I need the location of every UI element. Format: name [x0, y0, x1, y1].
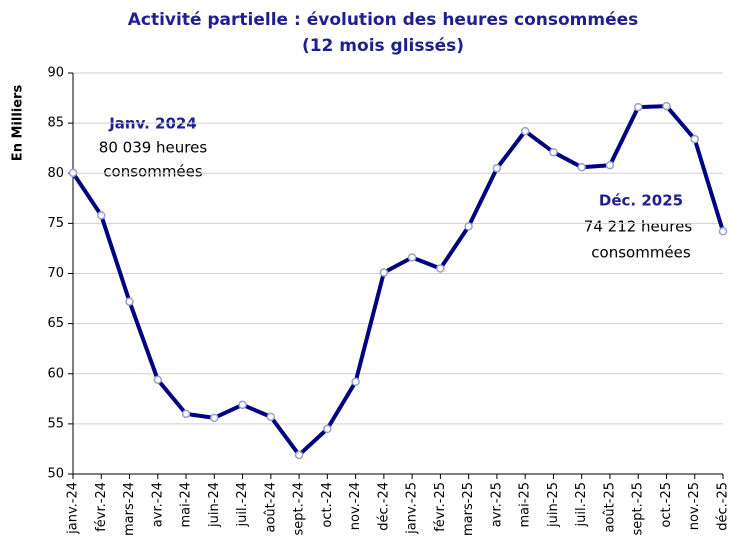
x-tick-label: févr.-24: [94, 482, 109, 532]
annotation: Déc. 2025: [599, 192, 683, 210]
chart-title: Activité partielle : évolution des heure…: [128, 10, 639, 30]
x-tick-label: avr.-25: [489, 482, 504, 527]
chart-title: (12 mois glissés): [302, 36, 464, 56]
y-tick-label: 90: [47, 66, 64, 81]
x-tick-label: janv.-24: [66, 482, 81, 535]
x-tick-label: avr.-24: [150, 482, 165, 527]
x-tick-label: sept.-24: [292, 482, 307, 536]
x-tick-label: nov.-25: [687, 482, 702, 530]
x-tick-label: mars-25: [461, 482, 476, 536]
x-tick-label: mai-24: [179, 482, 194, 527]
x-tick-label: août-24: [263, 482, 278, 533]
data-point: [605, 160, 615, 170]
data-point: [492, 163, 502, 173]
y-axis-label: En Milliers: [11, 85, 26, 162]
x-tick-label: mai-25: [518, 482, 533, 527]
y-tick-label: 60: [47, 366, 64, 381]
data-point: [464, 222, 473, 231]
x-tick-label: juil.-25: [574, 482, 589, 527]
data-point: [97, 211, 106, 220]
annotation: consommées: [103, 163, 203, 181]
data-point: [577, 162, 586, 172]
y-tick-label: 55: [47, 416, 64, 431]
y-tick-label: 75: [47, 216, 64, 231]
data-point: [662, 101, 671, 111]
data-point: [294, 450, 304, 460]
data-point: [68, 168, 78, 178]
data-line: [71, 104, 725, 457]
data-point: [323, 424, 332, 434]
y-tick-label: 85: [47, 116, 64, 131]
x-tick-label: oct.-25: [659, 482, 674, 528]
x-tick-label: août-25: [602, 482, 617, 533]
data-point: [266, 412, 276, 422]
data-point: [379, 268, 389, 277]
data-point: [407, 253, 417, 262]
data-point: [436, 264, 445, 273]
x-tick-label: mars-24: [122, 482, 137, 536]
data-point: [125, 297, 134, 306]
y-tick-label: 65: [47, 316, 64, 331]
y-tick-label: 50: [47, 467, 64, 482]
y-tick-label: 80: [47, 166, 64, 181]
x-tick-label: févr.-25: [433, 482, 448, 532]
x-tick-label: juil.-24: [235, 482, 250, 527]
annotation: consommées: [591, 244, 691, 262]
y-tick-label: 70: [47, 266, 64, 281]
x-tick-label: déc.-25: [716, 482, 731, 531]
x-tick-label: déc.-24: [376, 482, 391, 531]
data-point: [549, 147, 558, 157]
data-point: [351, 377, 360, 387]
annotation: 74 212 heures: [584, 218, 693, 236]
x-tick-label: sept.-25: [631, 482, 646, 536]
data-point: [181, 409, 191, 419]
data-point: [520, 126, 530, 136]
data-point: [238, 400, 247, 410]
data-point: [690, 134, 699, 144]
x-tick-label: juin-24: [207, 482, 222, 528]
plot: 50 55 60 65 70 75 80 85 90 janv.-24 févr.-24 mars-2…: [47, 66, 730, 536]
x-tick-label: nov.-24: [348, 482, 363, 530]
x-tick-label: oct.-24: [320, 482, 335, 528]
x-tick-label: juin-25: [546, 482, 561, 528]
data-point: [210, 413, 219, 423]
annotation: 80 039 heures: [99, 139, 208, 157]
data-point: [633, 102, 643, 112]
data-point: [718, 227, 728, 236]
data-point: [153, 375, 163, 385]
x-tick-label: janv.-25: [405, 482, 420, 535]
